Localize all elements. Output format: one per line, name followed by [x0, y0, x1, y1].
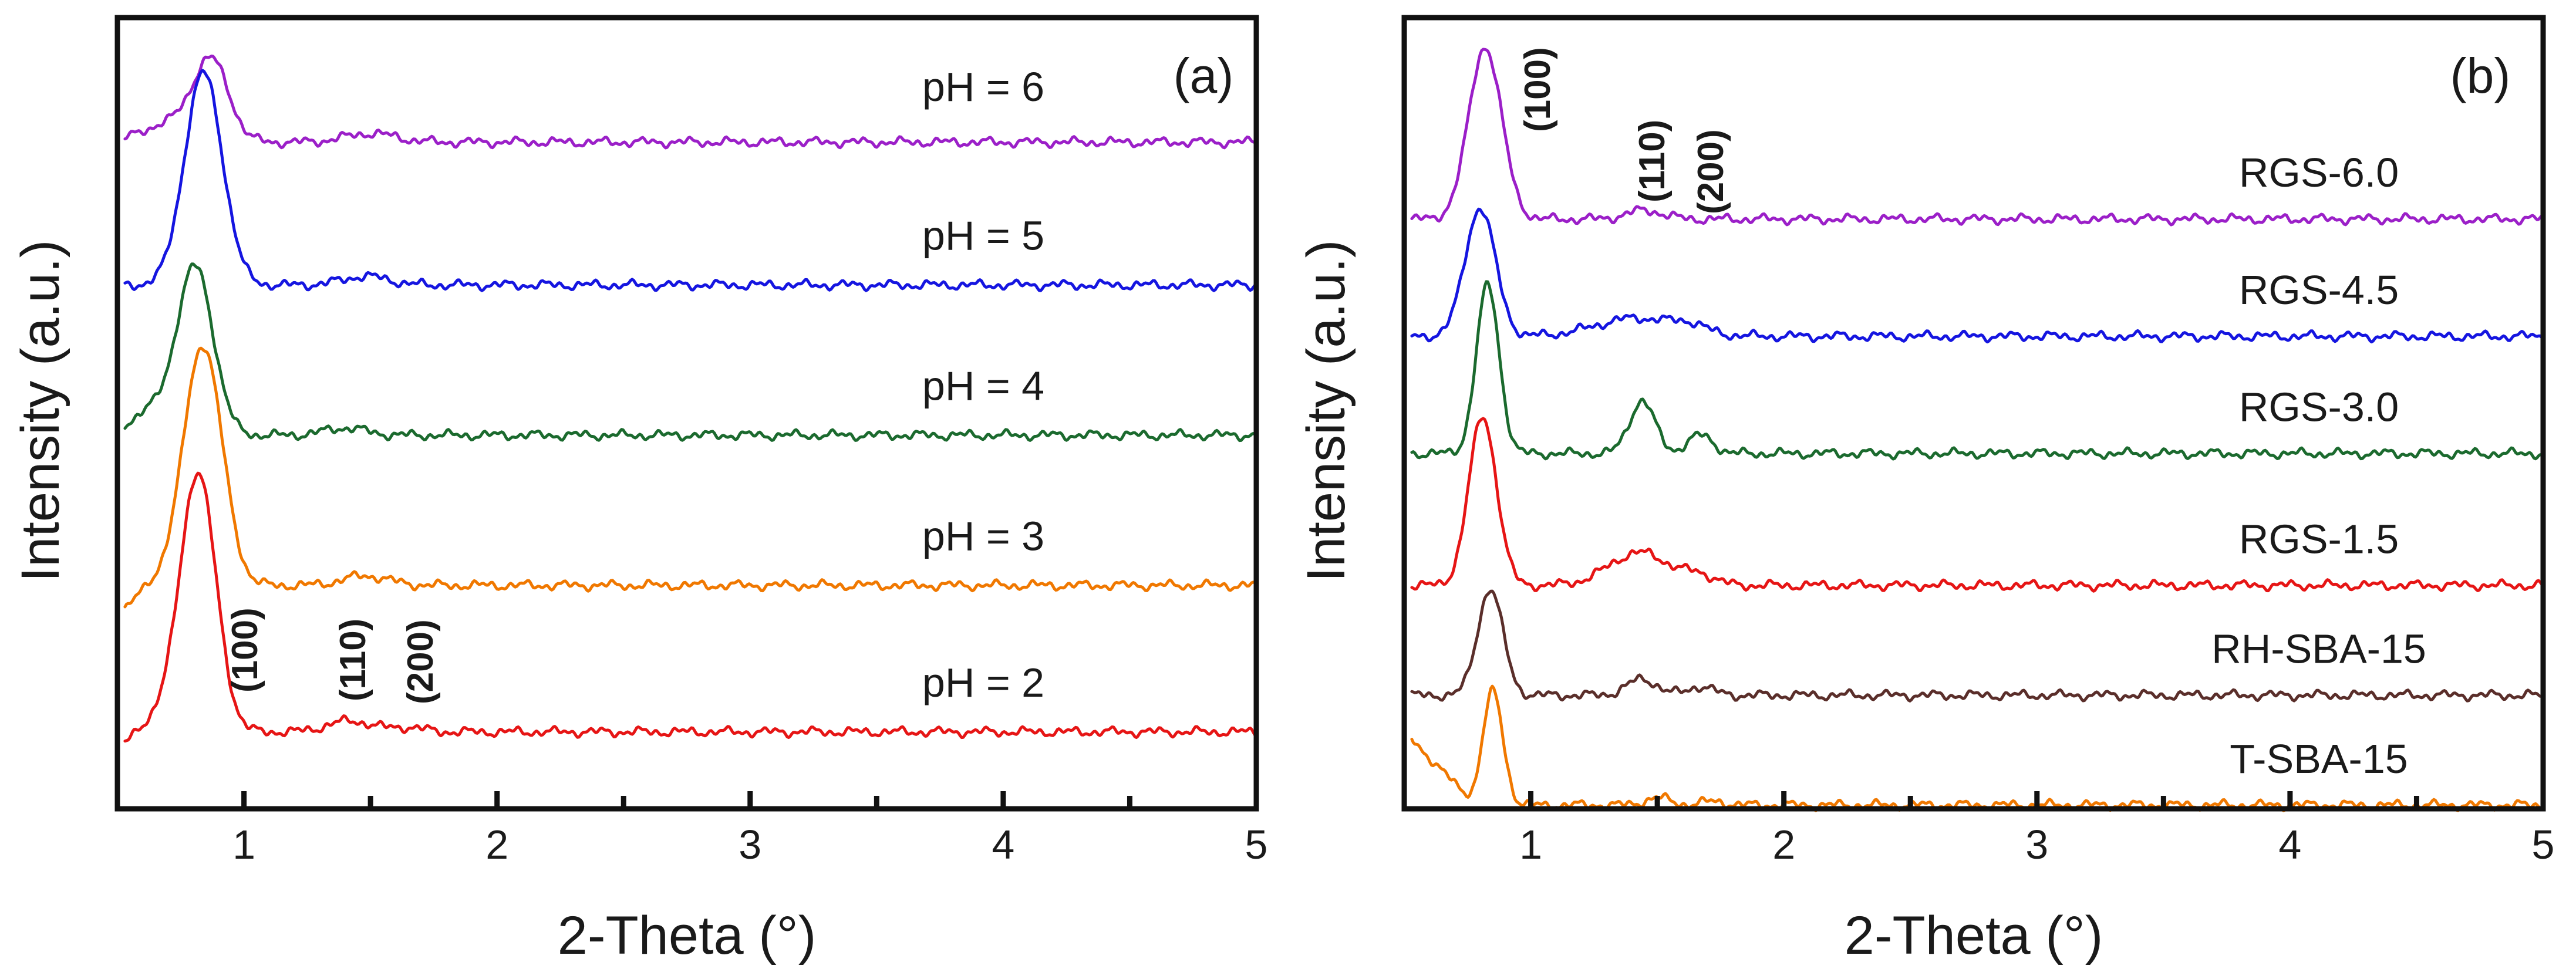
series-line-rgs-4-5: [1410, 207, 2545, 344]
series-label-ph-2: pH = 2: [922, 660, 1044, 705]
panel-a-annotation-200: (200): [400, 619, 441, 704]
panel-b-annotation-110: (110): [1632, 120, 1673, 202]
series-line-rgs-6-0: [1410, 48, 2545, 227]
panel-b-plot-area: RGS-6.0 RGS-4.5 RGS-3.0 RGS-1.5 RH-SBA-15 T-S…: [1410, 48, 2545, 812]
panel-b-annotation-200: (200): [1691, 129, 1731, 214]
x-tick-label: 5: [1245, 822, 1268, 867]
x-tick-label: 4: [2278, 822, 2301, 867]
x-tick-label: 2: [1772, 822, 1795, 867]
series-label-rgs-1-5: RGS-1.5: [2239, 516, 2399, 562]
series-label-rgs-6-0: RGS-6.0: [2239, 150, 2399, 195]
series-line-ph-5: [123, 69, 1258, 292]
x-tick-label: 4: [992, 822, 1014, 867]
panel-a-x-axis-label: 2-Theta (°): [558, 906, 817, 966]
panel-a-annotation-110: (110): [333, 619, 373, 701]
panel-b-y-axis-label: Intensity (a.u.): [1296, 240, 1356, 582]
series-label-ph-3: pH = 3: [922, 513, 1044, 559]
panel-a-label: (a): [1174, 48, 1234, 103]
x-tick-label: 5: [2532, 822, 2555, 867]
series-line-ph-2: [123, 471, 1258, 743]
x-tick-label: 1: [232, 822, 255, 867]
panel-b-axes-frame: [1401, 15, 2546, 812]
series-line-rh-sba-15: [1410, 589, 2545, 703]
panel-b: Intensity (a.u.) RGS-6.0RGS-4.5RGS-3.0RG…: [1296, 15, 2554, 966]
panel-b-label: (b): [2450, 48, 2511, 103]
x-tick-label: 2: [485, 822, 508, 867]
panel-a-annotation-100: (100): [225, 607, 265, 693]
panel-a-axes-frame: [114, 15, 1259, 812]
series-line-t-sba-15: [1410, 684, 2545, 812]
series-label-rgs-3-0: RGS-3.0: [2239, 384, 2399, 430]
series-label-ph-5: pH = 5: [922, 213, 1044, 259]
series-label-ph-6: pH = 6: [922, 64, 1044, 110]
series-line-rgs-3-0: [1410, 280, 2545, 461]
x-tick-label: 1: [1519, 822, 1542, 867]
panel-a: Intensity (a.u.) pH = 6pH = 5pH = 4pH = …: [11, 15, 1267, 966]
x-tick-label: 3: [2025, 822, 2048, 867]
series-line-rgs-1-5: [1410, 417, 2545, 593]
panel-b-x-axis-label: 2-Theta (°): [1845, 906, 2103, 966]
series-label-rh-sba-15: RH-SBA-15: [2211, 626, 2426, 672]
series-label-t-sba-15: T-SBA-15: [2230, 736, 2408, 782]
series-label-ph-4: pH = 4: [922, 363, 1044, 409]
panel-b-annotation-100: (100): [1518, 47, 1558, 132]
series-line-ph-3: [123, 346, 1258, 609]
series-line-ph-4: [123, 262, 1258, 443]
x-tick-label: 3: [739, 822, 761, 867]
panel-a-x-ticks: 1 2 3 4 5: [232, 791, 1267, 867]
series-label-rgs-4-5: RGS-4.5: [2239, 267, 2399, 313]
panel-b-x-ticks: 1 2 3 4 5: [1519, 791, 2554, 867]
series-line-ph-6: [123, 55, 1258, 150]
panel-a-y-axis-label: Intensity (a.u.): [11, 240, 70, 582]
panel-a-plot-area: pH = 6 pH = 5 pH = 4 pH = 3 pH = 2: [123, 55, 1258, 743]
